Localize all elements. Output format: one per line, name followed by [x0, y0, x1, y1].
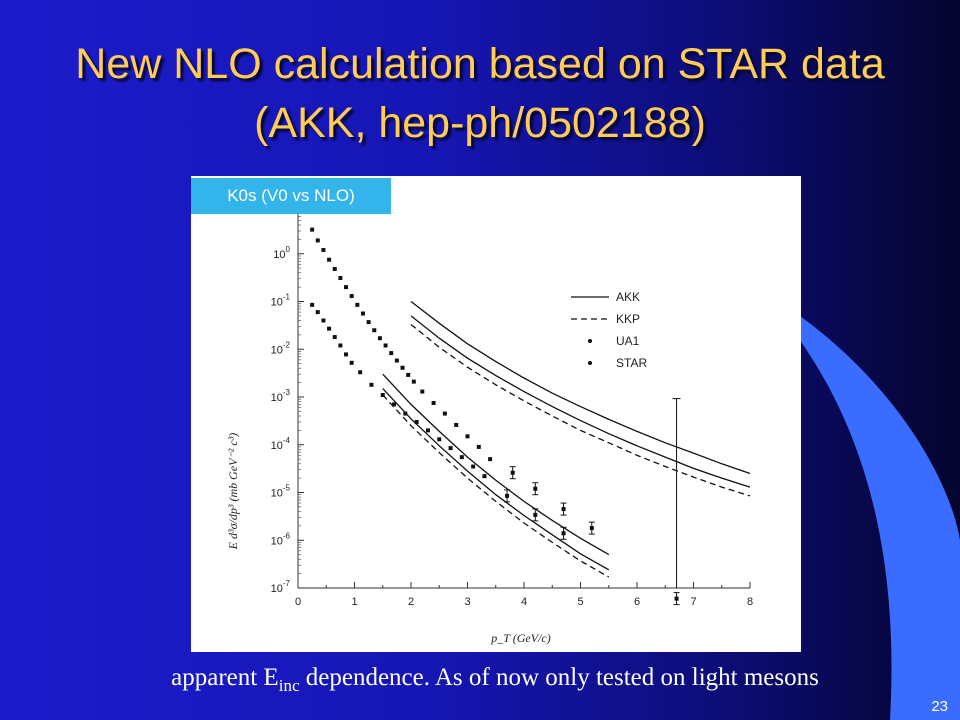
x-tick-label: 8 — [747, 596, 753, 608]
data-point-ua1 — [442, 411, 447, 416]
data-point-ua1 — [344, 285, 349, 290]
y-tick-label: 10-1 — [271, 293, 291, 309]
x-tick-label: 3 — [464, 596, 470, 608]
data-point-ua1 — [377, 336, 382, 341]
data-point-star — [414, 419, 419, 424]
y-tick-label: 100 — [273, 245, 290, 261]
legend-swatch-star — [588, 361, 592, 365]
data-point-star — [310, 302, 315, 307]
data-point-ua1 — [400, 365, 405, 370]
curve-akk — [410, 315, 751, 488]
data-point-ua1 — [327, 257, 332, 262]
data-point-star — [437, 437, 442, 442]
data-point-ua1 — [488, 457, 493, 462]
data-point-ua1 — [411, 379, 416, 384]
data-point-ua1 — [420, 389, 425, 394]
data-point-ua1 — [332, 266, 337, 271]
curve-akk — [382, 388, 610, 571]
data-point-star — [321, 318, 326, 323]
y-tick-label: 10-5 — [271, 484, 291, 500]
data-point-star — [392, 402, 397, 407]
data-point-star — [471, 464, 476, 469]
curve-akk — [382, 373, 610, 556]
data-point-ua1 — [366, 320, 371, 325]
data-point-ua1 — [394, 358, 399, 363]
y-tick-label: 10-4 — [271, 436, 291, 452]
data-point-ua1 — [454, 422, 459, 427]
data-point-star — [459, 455, 464, 460]
caption-text-end: dependence. As of now only tested on lig… — [299, 664, 819, 691]
data-point-ua1 — [372, 328, 377, 333]
data-point-ua1 — [355, 302, 360, 307]
x-tick-label: 7 — [690, 596, 696, 608]
legend-swatch-ua1 — [588, 339, 592, 343]
slide-title-line-2: (AKK, hep-ph/0502188) — [254, 99, 706, 147]
chart-label-badge: K0s (V0 vs NLO) — [191, 178, 391, 214]
plot-axes — [297, 206, 751, 589]
data-point-star — [315, 310, 320, 315]
data-point-ua1 — [465, 434, 470, 439]
plot-curves — [382, 300, 751, 578]
y-axis-title: E d³σ/dp³ (mb GeV⁻² c³) — [226, 433, 240, 551]
plot-panel: 0 1 2 3 4 5 6 7 8 100 10-1 10-2 10-3 10-4 10-5 10-6 10-7… — [191, 176, 801, 652]
data-point-star — [344, 352, 349, 357]
y-tick-label: 10-6 — [271, 531, 291, 547]
legend-entry-star: STAR — [616, 356, 647, 370]
x-tick-label: 5 — [577, 596, 583, 608]
data-point-ua1 — [310, 227, 315, 232]
x-tick-label: 4 — [521, 596, 527, 608]
data-point-star — [349, 360, 354, 365]
data-point-star — [380, 393, 385, 398]
y-tick-label: 10-2 — [271, 340, 291, 356]
caption-text-start: apparent E — [171, 664, 279, 691]
slide-caption: apparent Einc dependence. As of now only… — [0, 664, 960, 696]
slide-title-line-1: New NLO calculation based on STAR data — [75, 40, 885, 88]
y-tick-label: 10-7 — [271, 579, 291, 595]
legend-entry-ua1: UA1 — [616, 334, 640, 348]
data-point-ua1 — [321, 247, 326, 252]
x-tick-label: 0 — [295, 596, 301, 608]
data-point-ua1 — [360, 311, 365, 316]
curve-akk — [410, 300, 751, 475]
caption-subscript: inc — [278, 676, 300, 695]
curve-kkp — [382, 394, 610, 578]
data-point-ua1 — [406, 372, 411, 377]
legend-entry-kkp: KKP — [616, 312, 640, 326]
x-tick-label: 1 — [351, 596, 357, 608]
legend-entry-akk: AKK — [616, 290, 640, 304]
plot-legend: AKK KKP UA1 STAR — [571, 290, 647, 370]
x-tick-label: 6 — [634, 596, 640, 608]
data-point-star — [358, 370, 363, 375]
data-point-ua1 — [383, 343, 388, 348]
cross-section-plot: 0 1 2 3 4 5 6 7 8 100 10-1 10-2 10-3 10-4 10-5 10-6 10-7… — [226, 206, 753, 645]
data-point-ua1 — [338, 276, 343, 281]
data-point-ua1 — [389, 351, 394, 356]
data-point-star — [369, 382, 374, 387]
data-point-star — [448, 446, 453, 451]
y-tick-label: 10-3 — [271, 388, 291, 404]
data-point-star — [425, 428, 430, 433]
data-point-ua1 — [476, 444, 481, 449]
x-axis-title: p_T (GeV/c) — [490, 631, 550, 645]
data-point-star — [338, 343, 343, 348]
data-point-ua1 — [431, 400, 436, 405]
plot-tick-labels: 0 1 2 3 4 5 6 7 8 100 10-1 10-2 10-3 10-4 10-5 10-6 10-7 — [271, 245, 753, 608]
data-point-star — [403, 411, 408, 416]
plot-points — [310, 227, 681, 606]
curve-kkp — [410, 323, 751, 497]
slide-number: 23 — [931, 698, 948, 715]
data-point-star — [327, 326, 332, 331]
data-point-ua1 — [349, 294, 354, 299]
data-point-star — [482, 474, 487, 479]
x-tick-label: 2 — [408, 596, 414, 608]
data-point-star — [332, 335, 337, 340]
data-point-ua1 — [315, 238, 320, 243]
